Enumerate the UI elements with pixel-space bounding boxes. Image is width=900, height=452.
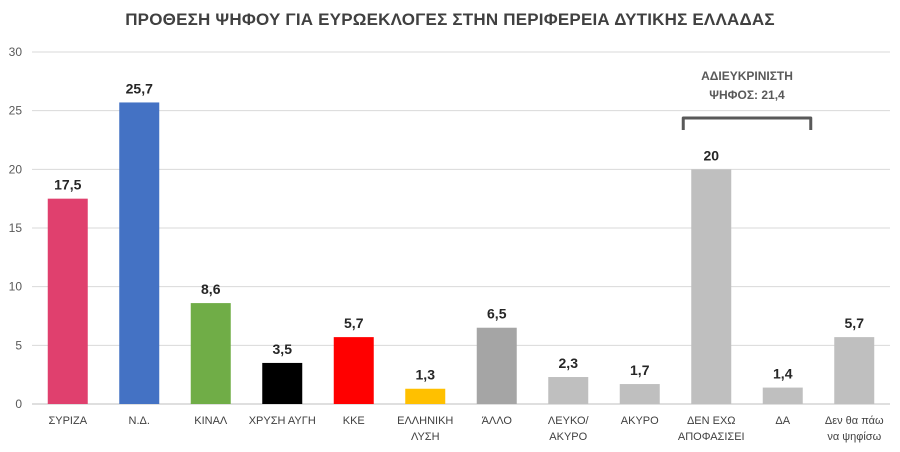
category-label: ΔΕΝ ΕΧΩ ΑΠΟΦΑΣΙΣΕΙ <box>678 415 745 443</box>
category-label-line: ΛΕΥΚΟ/ <box>548 415 590 427</box>
bar <box>548 377 589 404</box>
y-tick-label: 15 <box>9 221 23 235</box>
bar <box>333 337 374 404</box>
y-tick-label: 0 <box>15 397 22 411</box>
data-label: 1,4 <box>773 366 793 382</box>
bars <box>47 102 875 404</box>
data-label: 2,3 <box>559 355 579 371</box>
bar <box>762 387 803 404</box>
y-tick-label: 30 <box>9 45 23 59</box>
category-label: Ν.Δ. <box>129 415 150 427</box>
category-label-line: Δεν θα πάω <box>825 415 884 427</box>
data-label: 6,5 <box>487 306 507 322</box>
category-label-line: ΔΕΝ ΕΧΩ <box>687 415 736 427</box>
data-labels: 17,5 25,7 8,6 3,5 5,7 1,3 6,5 2,3 1,7 20 1,4 5,7 <box>54 80 864 382</box>
category-label-line: ΑΚΥΡΟ <box>549 431 587 443</box>
category-label-line: ΕΛΛΗΝΙΚΗ <box>397 415 453 427</box>
bar <box>691 169 732 404</box>
category-label: ΛΕΥΚΟ/ΑΚΥΡΟ <box>548 415 590 443</box>
x-axis-labels: ΣΥΡΙΖΑ Ν.Δ. ΚΙΝΑΛ ΧΡΥΣΗ ΑΥΓΗ ΚΚΕ ΕΛΛΗΝΙΚΗ ΛΥΣΗ… <box>48 415 884 443</box>
data-label: 1,3 <box>416 367 436 383</box>
category-label-line: ΑΠΟΦΑΣΙΣΕΙ <box>678 431 745 443</box>
category-label: ΑΚΥΡΟ <box>621 415 659 427</box>
annotation-bracket <box>681 116 813 130</box>
data-label: 8,6 <box>201 281 221 297</box>
bar <box>47 198 88 404</box>
data-label: 5,7 <box>845 315 865 331</box>
y-tick-label: 20 <box>9 162 23 176</box>
category-label: ΕΛΛΗΝΙΚΗ ΛΥΣΗ <box>397 415 453 443</box>
y-tick-label: 25 <box>9 104 23 118</box>
category-label-line: να ψηφίσω <box>827 431 881 443</box>
category-label: ΆΛΛΟ <box>482 415 513 427</box>
annotation-text: ΨΗΦΟΣ: 21,4 <box>709 88 785 102</box>
category-label-line: ΑΚΥΡΟ <box>621 415 659 427</box>
category-label-line: ΆΛΛΟ <box>482 415 513 427</box>
category-label-line: ΚΙΝΑΛ <box>194 415 228 427</box>
bar <box>834 337 875 404</box>
gridlines <box>32 51 890 405</box>
category-label-line: ΚΚΕ <box>343 415 365 427</box>
category-label-line: Ν.Δ. <box>129 415 150 427</box>
category-label: Δεν θα πάω να ψηφίσω <box>825 415 884 443</box>
category-label: ΣΥΡΙΖΑ <box>48 415 87 427</box>
y-axis-ticks: 0 5 10 15 20 25 30 <box>9 45 23 411</box>
category-label: ΚΚΕ <box>343 415 365 427</box>
data-label: 17,5 <box>54 177 81 193</box>
bar <box>190 303 231 404</box>
annotation: ΑΔΙΕΥΚΡΙΝΙΣΤΗ ΨΗΦΟΣ: 21,4 <box>681 69 813 130</box>
bar <box>619 384 660 404</box>
chart-title: ΠΡΟΘΕΣΗ ΨΗΦΟΥ ΓΙΑ ΕΥΡΩΕΚΛΟΓΕΣ ΣΤΗΝ ΠΕΡΙΦ… <box>125 10 775 29</box>
data-label: 3,5 <box>273 341 293 357</box>
data-label: 5,7 <box>344 315 364 331</box>
bar <box>262 362 303 404</box>
category-label-line: ΣΥΡΙΖΑ <box>48 415 87 427</box>
category-label-line: ΛΥΣΗ <box>411 431 440 443</box>
data-label: 1,7 <box>630 362 650 378</box>
category-label-line: ΧΡΥΣΗ ΑΥΓΗ <box>249 415 316 427</box>
y-tick-label: 5 <box>15 338 22 352</box>
category-label-line: ΔΑ <box>775 415 790 427</box>
category-label: ΧΡΥΣΗ ΑΥΓΗ <box>249 415 316 427</box>
category-label: ΚΙΝΑΛ <box>194 415 228 427</box>
bar <box>119 102 160 404</box>
data-label: 20 <box>703 147 719 163</box>
y-tick-label: 10 <box>9 280 23 294</box>
annotation-text: ΑΔΙΕΥΚΡΙΝΙΣΤΗ <box>701 69 793 83</box>
bar <box>405 388 446 404</box>
data-label: 25,7 <box>126 80 153 96</box>
bar <box>476 327 517 404</box>
category-label: ΔΑ <box>775 415 790 427</box>
